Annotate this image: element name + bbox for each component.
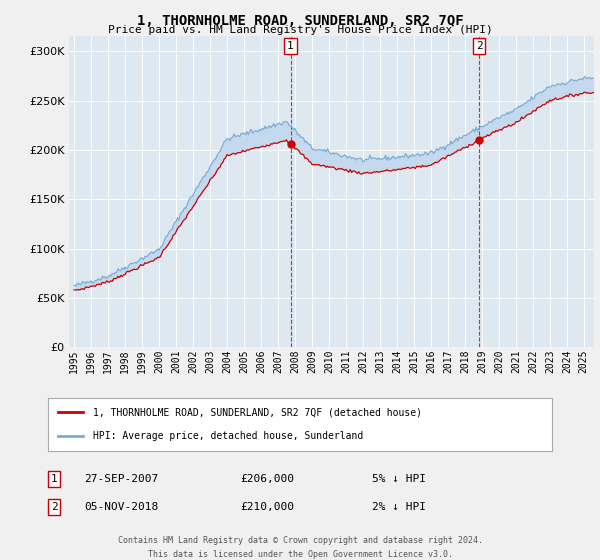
Text: 1: 1 bbox=[287, 41, 294, 51]
Text: 2: 2 bbox=[476, 41, 482, 51]
Text: £210,000: £210,000 bbox=[240, 502, 294, 512]
Text: 1, THORNHOLME ROAD, SUNDERLAND, SR2 7QF (detached house): 1, THORNHOLME ROAD, SUNDERLAND, SR2 7QF … bbox=[94, 408, 422, 418]
Text: Contains HM Land Registry data © Crown copyright and database right 2024.: Contains HM Land Registry data © Crown c… bbox=[118, 536, 482, 545]
Text: This data is licensed under the Open Government Licence v3.0.: This data is licensed under the Open Gov… bbox=[148, 550, 452, 559]
Text: £206,000: £206,000 bbox=[240, 474, 294, 484]
Text: 05-NOV-2018: 05-NOV-2018 bbox=[84, 502, 158, 512]
Text: 1, THORNHOLME ROAD, SUNDERLAND, SR2 7QF: 1, THORNHOLME ROAD, SUNDERLAND, SR2 7QF bbox=[137, 14, 463, 28]
Text: Price paid vs. HM Land Registry's House Price Index (HPI): Price paid vs. HM Land Registry's House … bbox=[107, 25, 493, 35]
Text: 2% ↓ HPI: 2% ↓ HPI bbox=[372, 502, 426, 512]
Text: HPI: Average price, detached house, Sunderland: HPI: Average price, detached house, Sund… bbox=[94, 431, 364, 441]
Text: 5% ↓ HPI: 5% ↓ HPI bbox=[372, 474, 426, 484]
Text: 1: 1 bbox=[50, 474, 58, 484]
Text: 27-SEP-2007: 27-SEP-2007 bbox=[84, 474, 158, 484]
Text: 2: 2 bbox=[50, 502, 58, 512]
